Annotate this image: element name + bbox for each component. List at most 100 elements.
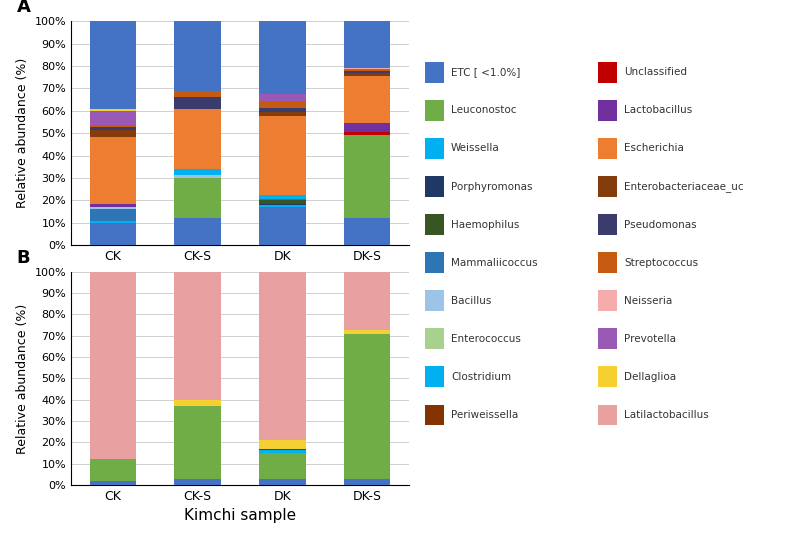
Bar: [259, 450, 305, 453]
FancyBboxPatch shape: [598, 214, 617, 235]
Text: Prevotella: Prevotella: [624, 334, 676, 344]
Bar: [259, 449, 305, 450]
Bar: [344, 272, 390, 330]
Bar: [344, 330, 390, 334]
Bar: [259, 207, 305, 245]
FancyBboxPatch shape: [425, 138, 444, 159]
FancyBboxPatch shape: [598, 405, 617, 425]
Text: Lactobacillus: Lactobacillus: [624, 106, 693, 116]
Bar: [344, 70, 390, 73]
Bar: [175, 175, 221, 178]
Bar: [90, 459, 136, 481]
Bar: [90, 130, 136, 136]
Bar: [259, 479, 305, 485]
FancyBboxPatch shape: [425, 62, 444, 83]
Bar: [175, 169, 221, 175]
FancyBboxPatch shape: [425, 176, 444, 197]
Bar: [259, 204, 305, 205]
Bar: [90, 21, 136, 109]
Bar: [259, 108, 305, 112]
Text: Haemophilus: Haemophilus: [451, 220, 519, 230]
Bar: [90, 221, 136, 223]
Bar: [259, 112, 305, 117]
Bar: [90, 272, 136, 459]
Bar: [344, 73, 390, 76]
Bar: [90, 136, 136, 204]
Text: Dellaglioa: Dellaglioa: [624, 372, 676, 382]
Text: Streptococcus: Streptococcus: [624, 257, 698, 268]
Bar: [259, 21, 305, 94]
Text: Weissella: Weissella: [451, 143, 500, 154]
Bar: [344, 76, 390, 123]
Bar: [259, 453, 305, 479]
Bar: [344, 135, 390, 219]
FancyBboxPatch shape: [598, 252, 617, 273]
FancyBboxPatch shape: [425, 290, 444, 311]
Bar: [175, 479, 221, 485]
Bar: [90, 481, 136, 485]
FancyBboxPatch shape: [598, 176, 617, 197]
Bar: [344, 69, 390, 70]
Bar: [344, 123, 390, 132]
Bar: [344, 479, 390, 485]
Text: Latilactobacillus: Latilactobacillus: [624, 410, 709, 420]
FancyBboxPatch shape: [598, 290, 617, 311]
Text: Enterobacteriaceae_uc: Enterobacteriaceae_uc: [624, 181, 744, 192]
FancyBboxPatch shape: [598, 138, 617, 159]
Bar: [259, 94, 305, 101]
Bar: [175, 272, 221, 400]
Bar: [90, 125, 136, 126]
Bar: [175, 109, 221, 169]
Bar: [90, 126, 136, 130]
Text: Neisseria: Neisseria: [624, 296, 672, 306]
Bar: [259, 195, 305, 199]
Text: ETC [ <1.0%]: ETC [ <1.0%]: [451, 67, 520, 77]
Text: A: A: [17, 0, 31, 17]
FancyBboxPatch shape: [425, 252, 444, 273]
Bar: [90, 207, 136, 209]
Bar: [175, 178, 221, 219]
Bar: [175, 21, 221, 91]
Text: Mammaliicoccus: Mammaliicoccus: [451, 257, 538, 268]
Bar: [259, 199, 305, 200]
Bar: [259, 272, 305, 440]
Text: B: B: [17, 249, 31, 268]
FancyBboxPatch shape: [598, 367, 617, 387]
Text: Escherichia: Escherichia: [624, 143, 684, 154]
FancyBboxPatch shape: [425, 100, 444, 121]
FancyBboxPatch shape: [425, 405, 444, 425]
Bar: [175, 406, 221, 479]
Text: Enterococcus: Enterococcus: [451, 334, 521, 344]
Text: Bacillus: Bacillus: [451, 296, 491, 306]
Y-axis label: Relative abundance (%): Relative abundance (%): [16, 58, 29, 208]
Bar: [344, 334, 390, 479]
Bar: [175, 400, 221, 406]
FancyBboxPatch shape: [598, 100, 617, 121]
Bar: [175, 91, 221, 98]
Bar: [344, 68, 390, 69]
Bar: [259, 101, 305, 108]
Bar: [259, 440, 305, 449]
Bar: [344, 21, 390, 68]
FancyBboxPatch shape: [598, 328, 617, 349]
Text: Pseudomonas: Pseudomonas: [624, 220, 696, 230]
Y-axis label: Relative abundance (%): Relative abundance (%): [16, 303, 29, 454]
FancyBboxPatch shape: [425, 367, 444, 387]
Bar: [259, 117, 305, 195]
Text: Leuconostoc: Leuconostoc: [451, 106, 516, 116]
Bar: [90, 204, 136, 207]
Bar: [90, 223, 136, 245]
FancyBboxPatch shape: [425, 328, 444, 349]
Bar: [90, 109, 136, 111]
Bar: [90, 209, 136, 221]
Text: Clostridium: Clostridium: [451, 372, 511, 382]
Bar: [344, 219, 390, 245]
Text: Porphyromonas: Porphyromonas: [451, 182, 533, 191]
Bar: [175, 219, 221, 245]
Bar: [90, 111, 136, 125]
Bar: [175, 98, 221, 109]
Bar: [259, 205, 305, 207]
Text: Periweissella: Periweissella: [451, 410, 518, 420]
X-axis label: Kimchi sample: Kimchi sample: [184, 508, 296, 523]
Bar: [344, 132, 390, 135]
